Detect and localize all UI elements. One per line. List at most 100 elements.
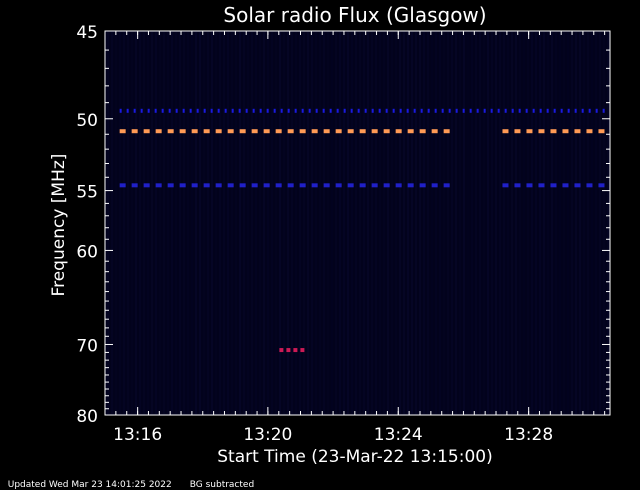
series-2-dash: [323, 183, 330, 188]
series-1-dash: [311, 129, 318, 134]
series-0-dot: [147, 108, 150, 113]
series-1-dash: [299, 129, 306, 134]
series-0-dot: [469, 108, 472, 113]
series-0-dot: [168, 108, 171, 113]
y-tick-label: 55: [76, 183, 98, 203]
series-0-dot: [357, 108, 360, 113]
series-0-dot: [371, 108, 374, 113]
series-2-dash: [347, 183, 354, 188]
background-note: BG subtracted: [189, 480, 255, 490]
series-0-dot: [406, 108, 409, 113]
series-0-dot: [476, 108, 479, 113]
series-0-dot: [518, 108, 521, 113]
series-1-dash: [371, 129, 378, 134]
series-0-dot: [217, 108, 220, 113]
series-0-dot: [154, 108, 157, 113]
plot-background: [105, 31, 610, 415]
series-0-dot: [413, 108, 416, 113]
series-2-dash: [598, 183, 605, 188]
series-2-dash: [407, 183, 414, 188]
series-2-dash: [419, 183, 426, 188]
series-0-dot: [273, 108, 276, 113]
series-0-dot: [133, 108, 136, 113]
series-1-dash: [443, 129, 450, 134]
series-0-dot: [350, 108, 353, 113]
series-0-dot: [336, 108, 339, 113]
series-1-dash: [155, 129, 162, 134]
series-2-dash: [179, 183, 186, 188]
x-tick-label: 13:24: [374, 425, 423, 445]
series-0-dot: [504, 108, 507, 113]
series-0-dot: [196, 108, 199, 113]
series-0-dot: [567, 108, 570, 113]
series-2-dash: [574, 183, 581, 188]
series-2-dash: [203, 183, 210, 188]
series-0-dot: [259, 108, 262, 113]
series-1-dash: [550, 129, 557, 134]
series-0-dot: [511, 108, 514, 113]
series-0-dot: [483, 108, 486, 113]
series-0-dot: [140, 108, 143, 113]
series-1-dash: [383, 129, 390, 134]
y-tick-label: 80: [76, 407, 98, 427]
series-2-dash: [538, 183, 545, 188]
spectrogram-chart: 45 50 55 60 70 80 13:16 13:20 13:24 13:28 Solar r…: [49, 3, 611, 467]
series-0-dot: [301, 108, 304, 113]
plot-frame: [104, 30, 611, 416]
x-tick-label: 13:28: [504, 425, 553, 445]
series-0-dot: [574, 108, 577, 113]
series-0-dot: [525, 108, 528, 113]
series-0-dot: [161, 108, 164, 113]
series-2-dash: [275, 183, 282, 188]
series-2-dash: [251, 183, 258, 188]
series-1-dash: [287, 129, 294, 134]
series-1-dash: [179, 129, 186, 134]
series-1-dash: [239, 129, 246, 134]
series-0-dot: [399, 108, 402, 113]
series-1-dash: [598, 129, 605, 134]
series-1-dash: [143, 129, 150, 134]
series-2-dash: [562, 183, 569, 188]
series-0-dot: [175, 108, 178, 113]
series-1-dash: [574, 129, 581, 134]
series-1-dash: [502, 129, 509, 134]
series-0-dot: [238, 108, 241, 113]
series-2-dash: [311, 183, 318, 188]
series-2-dash: [395, 183, 402, 188]
series-1-dash: [323, 129, 330, 134]
series-2-dash: [131, 183, 138, 188]
series-2-dash: [167, 183, 174, 188]
x-tick-label: 13:20: [243, 425, 292, 445]
series-0-dot: [322, 108, 325, 113]
series-0-dot: [224, 108, 227, 113]
series-2-dash: [263, 183, 270, 188]
series-1-dash: [275, 129, 282, 134]
series-1-dash: [119, 129, 126, 134]
axis-ticks: 45 50 55 60 70 80 13:16 13:20 13:24 13:28: [76, 23, 610, 445]
series-0-dot: [308, 108, 311, 113]
series-1-dash: [586, 129, 593, 134]
series-1-dash: [227, 129, 234, 134]
y-tick-label: 70: [76, 336, 98, 356]
series-2-dash: [287, 183, 294, 188]
series-1-dash: [395, 129, 402, 134]
series-2-dash: [431, 183, 438, 188]
series-1-dash: [526, 129, 533, 134]
series-1-dash: [167, 129, 174, 134]
series-3-dash: [279, 348, 284, 353]
series-1-dash: [359, 129, 366, 134]
series-0-dot: [441, 108, 444, 113]
series-2-dash: [502, 183, 509, 188]
series-1-dash: [431, 129, 438, 134]
series-0-dot: [364, 108, 367, 113]
series-2-dash: [215, 183, 222, 188]
series-layer: [119, 108, 605, 353]
series-1-dash: [203, 129, 210, 134]
series-0-dot: [595, 108, 598, 113]
series-0-dot: [588, 108, 591, 113]
chart-title: Solar radio Flux (Glasgow): [223, 3, 486, 27]
series-0-dot: [294, 108, 297, 113]
series-1-dash: [407, 129, 414, 134]
y-tick-label: 60: [76, 242, 98, 262]
series-1-dash: [347, 129, 354, 134]
